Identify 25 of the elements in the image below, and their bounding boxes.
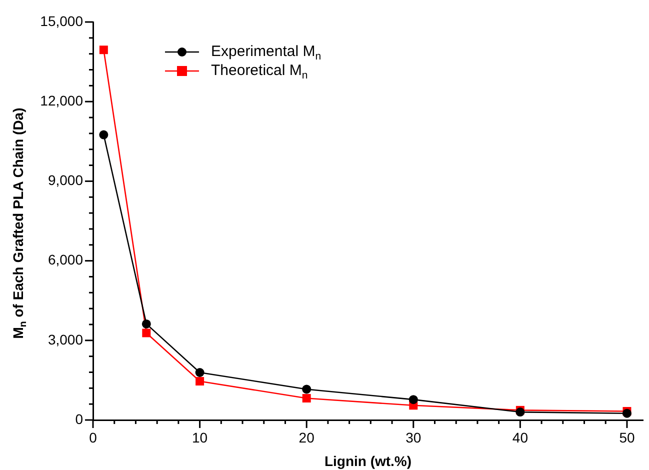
y-axis-title: Mn of Each Grafted PLA Chain (Da) (10, 108, 29, 339)
point (195, 368, 204, 378)
point (196, 377, 204, 386)
x-tick-label: 20 (298, 429, 315, 446)
y-tick-label: 12,000 (40, 92, 84, 108)
y-tick-label: 15,000 (40, 12, 84, 29)
x-tick-label: 30 (406, 429, 422, 446)
point (142, 328, 151, 338)
point (622, 408, 632, 418)
x-axis-title: Lignin (wt.%) (324, 452, 412, 469)
x-tick-label: 50 (619, 429, 635, 446)
point (99, 130, 108, 140)
y-tick-label: 0 (75, 410, 84, 427)
y-tick-label: 3,000 (48, 331, 84, 348)
x-tick-label: 10 (192, 429, 208, 446)
x-tick-label: 0 (89, 429, 98, 446)
y-tick-label: 9,000 (48, 172, 84, 188)
point (408, 395, 418, 404)
point (302, 394, 311, 402)
point (516, 408, 525, 417)
x-tick-label: 40 (512, 429, 528, 446)
y-tick-label: 6,000 (48, 252, 84, 268)
point (302, 384, 312, 394)
point (142, 319, 151, 328)
point (99, 46, 108, 54)
